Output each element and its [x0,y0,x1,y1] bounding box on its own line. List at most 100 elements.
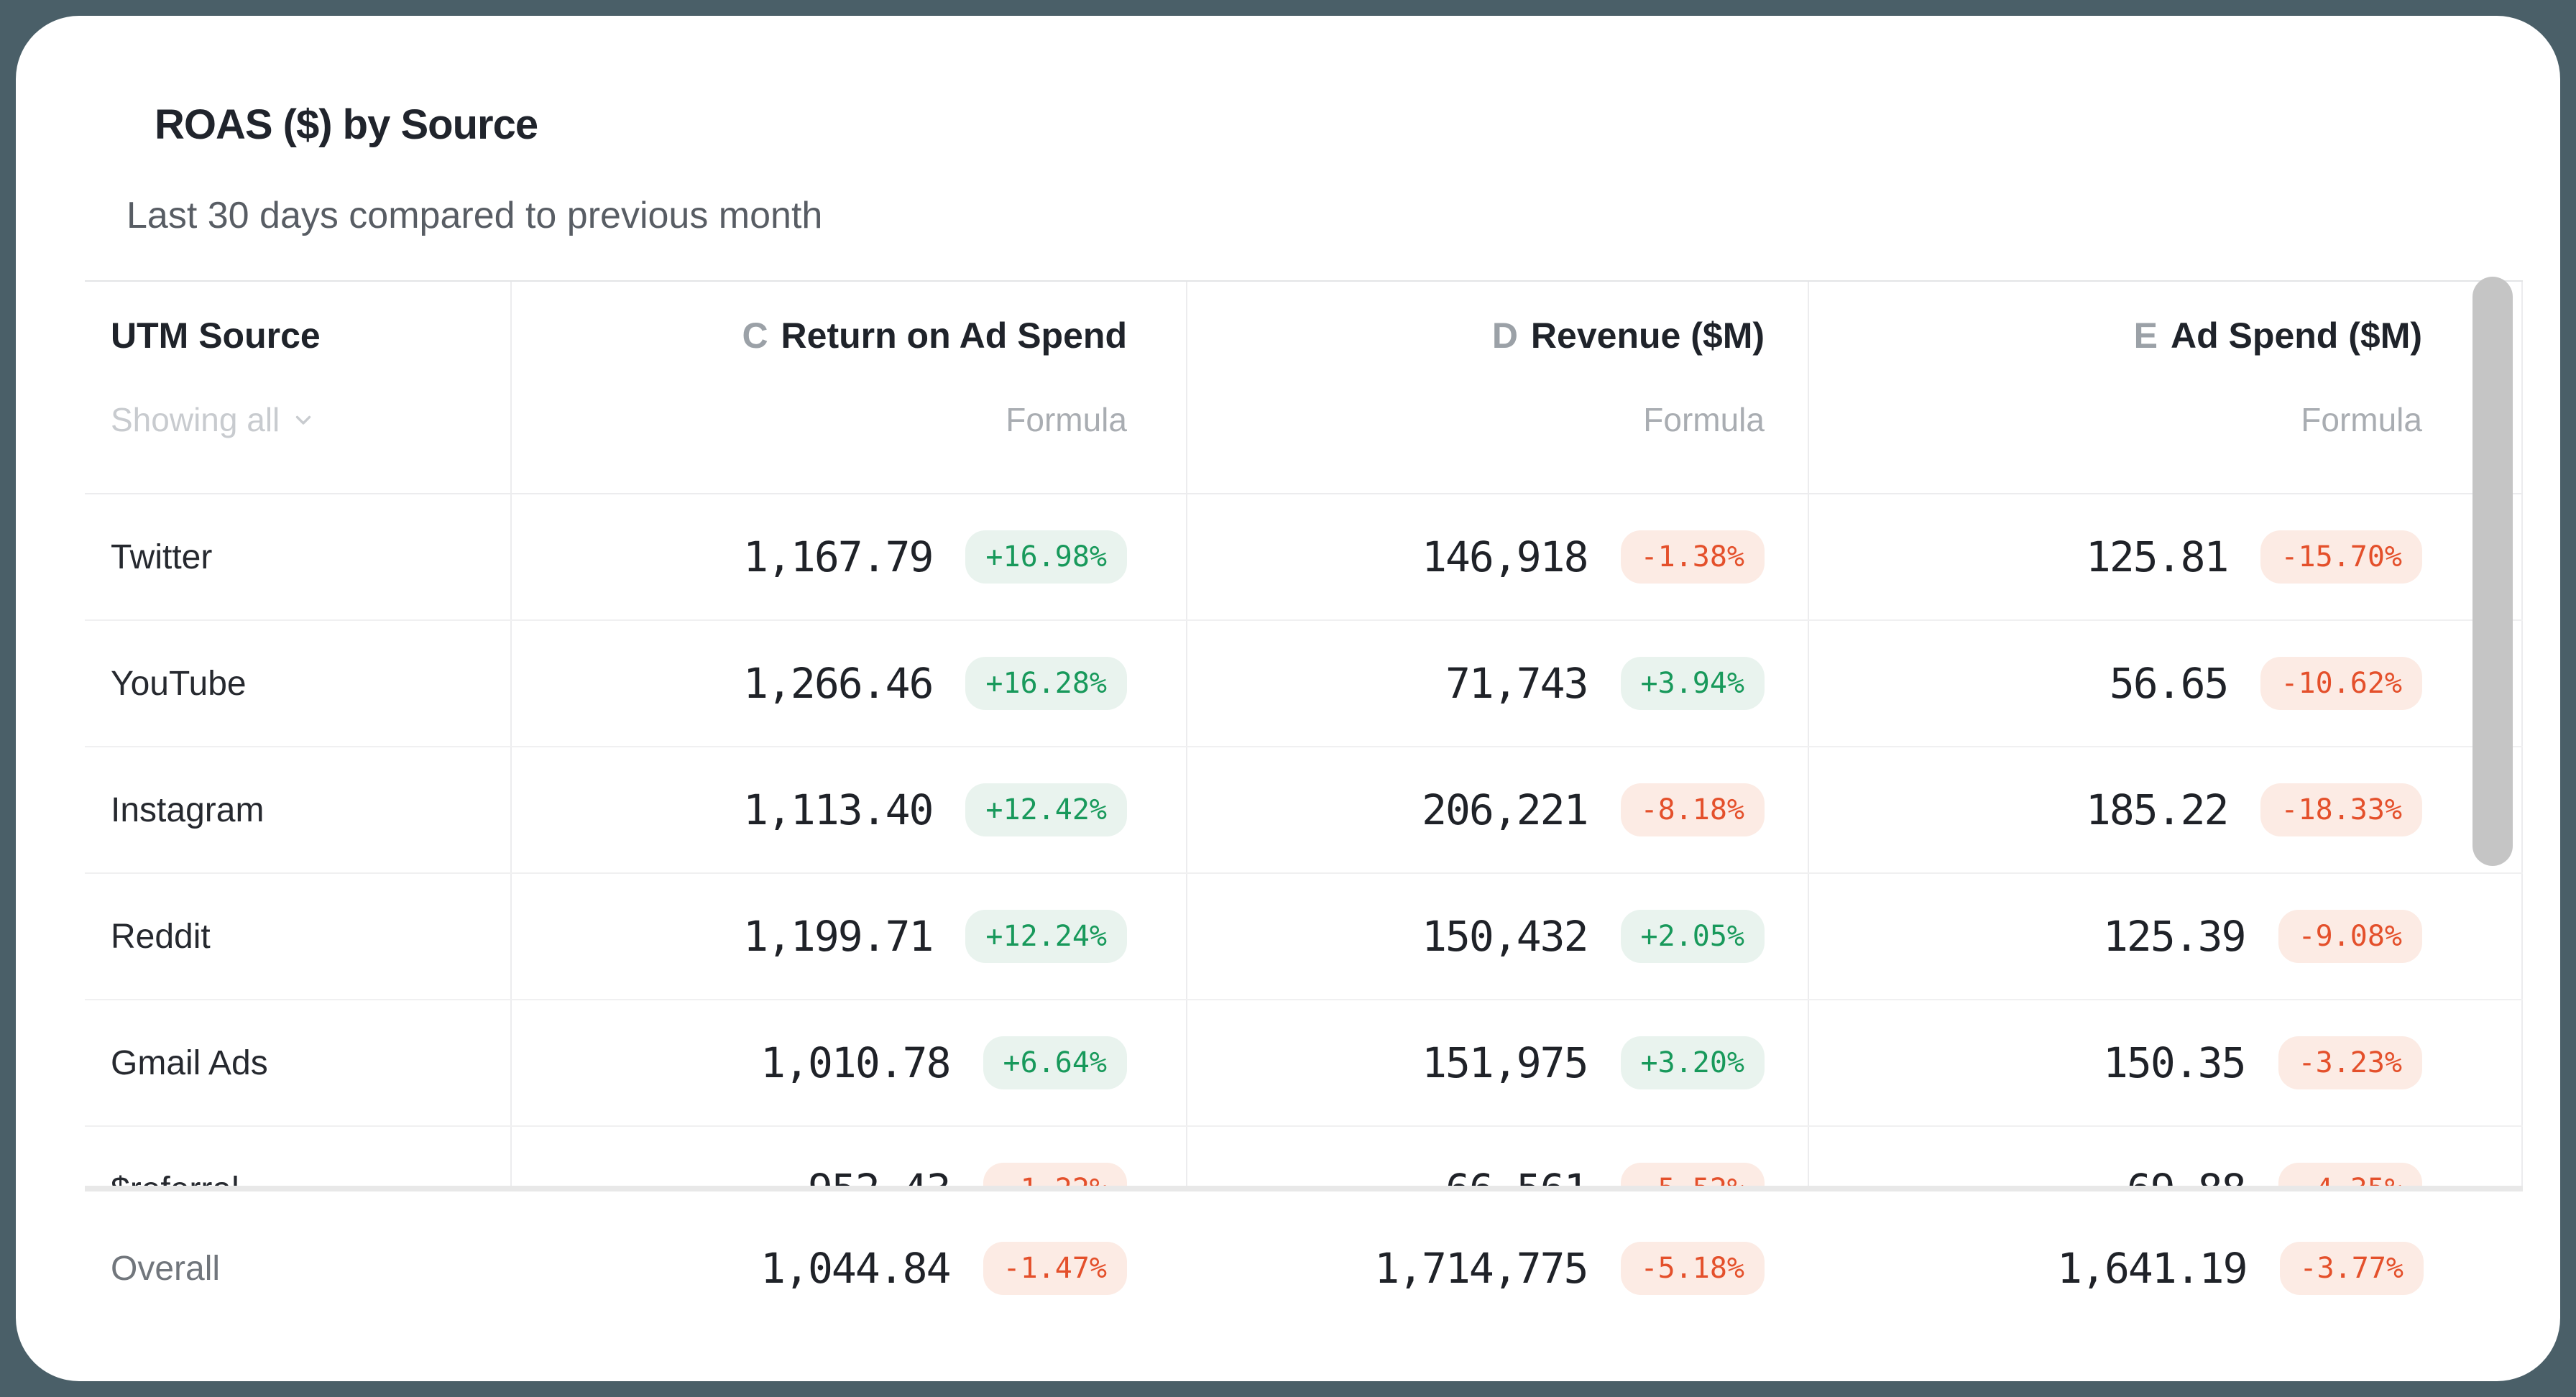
column-formula-label: Formula [1643,401,1765,438]
metric-value: 125.39 [2102,912,2247,961]
table-body: Twitter 1,167.79 +16.98% 146,918 -1.38% … [85,494,2523,1186]
metric-cell-roas: 1,199.71 +12.24% [510,874,1186,999]
table-row: Reddit 1,199.71 +12.24% 150,432 +2.05% 1… [85,874,2523,1000]
metric-cell-revenue: 66,561 -5.52% [1186,1127,1808,1186]
delta-badge: -3.23% [2278,1036,2422,1089]
delta-badge: -5.18% [1620,1242,1765,1295]
column-formula-label: Formula [1006,401,1127,438]
delta-badge: +12.42% [965,783,1127,836]
delta-badge: -18.33% [2260,783,2422,836]
column-letter: D [1491,315,1518,356]
metric-cell-roas: 1,113.40 +12.42% [510,747,1186,872]
metric-value: 56.65 [2109,659,2230,708]
chevron-down-icon [291,407,316,432]
metric-cell-revenue: 146,918 -1.38% [1186,494,1808,619]
metric-value: 1,714,775 [1374,1244,1588,1293]
roas-table: UTM Source Showing all C Return on Ad Spe… [85,280,2523,1335]
metric-cell-roas: 1,167.79 +16.98% [510,494,1186,619]
column-formula-label: Formula [2301,401,2422,438]
metric-cell-revenue: 206,221 -8.18% [1186,747,1808,872]
metric-cell-adspend: 1,641.19 -3.77% [1808,1202,2523,1335]
source-cell: $referral [85,1127,510,1186]
metric-cell-adspend: 69.88 -4.35% [1808,1127,2523,1186]
metric-value: 66,561 [1445,1165,1589,1186]
metric-value: 952.43 [808,1165,952,1186]
metric-value: 1,113.40 [743,785,934,834]
table-row: $referral 952.43 -1.22% 66,561 -5.52% 69… [85,1127,2523,1186]
roas-card: ROAS ($) by Source Last 30 days compared… [16,16,2560,1381]
metric-cell-roas: 1,044.84 -1.47% [510,1202,1186,1335]
delta-badge: -15.70% [2260,530,2422,584]
delta-badge: +12.24% [965,910,1127,963]
metric-value: 185.22 [2085,785,2230,834]
metric-value: 1,167.79 [743,532,934,581]
delta-badge: -9.08% [2278,910,2422,963]
column-letter: C [742,315,768,356]
delta-badge: -1.47% [983,1242,1127,1295]
delta-badge: -8.18% [1620,783,1765,836]
table-footer-row: Overall 1,044.84 -1.47% 1,714,775 -5.18%… [85,1191,2523,1335]
source-filter-label: Showing all [111,401,280,438]
column-label: E Ad Spend ($M) [2133,315,2422,356]
column-letter: E [2133,315,2158,356]
metric-cell-adspend: 125.81 -15.70% [1808,494,2523,619]
source-cell: YouTube [111,664,247,703]
metric-value: 1,641.19 [2057,1244,2248,1293]
metric-value: 125.81 [2085,532,2230,581]
column-header-revenue: D Revenue ($M) Formula [1186,282,1808,493]
table-row: YouTube 1,266.46 +16.28% 71,743 +3.94% 5… [85,621,2523,747]
delta-badge: -10.62% [2260,657,2422,710]
source-cell: Reddit [111,917,211,956]
column-header-roas: C Return on Ad Spend Formula [510,282,1186,493]
metric-value: 1,199.71 [743,912,934,961]
column-header-adspend: E Ad Spend ($M) Formula [1808,282,2523,493]
delta-badge: -4.35% [2278,1163,2422,1186]
metric-value: 151,975 [1422,1038,1588,1087]
delta-badge: +16.28% [965,657,1127,710]
metric-value: 206,221 [1422,785,1588,834]
metric-cell-revenue: 150,432 +2.05% [1186,874,1808,999]
metric-cell-adspend: 150.35 -3.23% [1808,1000,2523,1125]
table-header: UTM Source Showing all C Return on Ad Spe… [85,280,2523,494]
delta-badge: -1.22% [983,1163,1127,1186]
metric-cell-roas: 1,266.46 +16.28% [510,621,1186,746]
metric-value: 1,010.78 [760,1038,951,1087]
delta-badge: +3.94% [1620,657,1765,710]
metric-cell-adspend: 185.22 -18.33% [1808,747,2523,872]
source-cell: Overall [111,1249,221,1288]
source-cell: Instagram [111,790,264,829]
card-title: ROAS ($) by Source [155,101,538,148]
table-footer: Overall 1,044.84 -1.47% 1,714,775 -5.18%… [85,1186,2523,1335]
delta-badge: -5.52% [1620,1163,1765,1186]
metric-cell-roas: 952.43 -1.22% [510,1127,1186,1186]
vertical-scrollbar[interactable] [2472,277,2513,866]
metric-cell-revenue: 151,975 +3.20% [1186,1000,1808,1125]
metric-value: 150,432 [1422,912,1588,961]
metric-cell-roas: 1,010.78 +6.64% [510,1000,1186,1125]
metric-cell-adspend: 56.65 -10.62% [1808,621,2523,746]
delta-badge: +16.98% [965,530,1127,584]
metric-value: 146,918 [1422,532,1588,581]
table-row: Gmail Ads 1,010.78 +6.64% 151,975 +3.20%… [85,1000,2523,1127]
column-label: D Revenue ($M) [1491,315,1765,356]
delta-badge: +3.20% [1620,1036,1765,1089]
source-cell: Gmail Ads [111,1043,268,1082]
table-row: Instagram 1,113.40 +12.42% 206,221 -8.18… [85,747,2523,874]
column-label: C Return on Ad Spend [742,315,1127,356]
metric-value: 71,743 [1445,659,1589,708]
card-subtitle: Last 30 days compared to previous month [126,195,823,236]
source-filter-dropdown[interactable]: Showing all [111,401,316,438]
delta-badge: +2.05% [1620,910,1765,963]
metric-value: 150.35 [2102,1038,2247,1087]
column-label: UTM Source [111,315,321,356]
delta-badge: +6.64% [983,1036,1127,1089]
metric-value: 1,044.84 [760,1244,951,1293]
metric-cell-revenue: 71,743 +3.94% [1186,621,1808,746]
delta-badge: -1.38% [1620,530,1765,584]
metric-cell-adspend: 125.39 -9.08% [1808,874,2523,999]
metric-cell-revenue: 1,714,775 -5.18% [1186,1202,1808,1335]
table-row: Twitter 1,167.79 +16.98% 146,918 -1.38% … [85,494,2523,621]
metric-value: 1,266.46 [743,659,934,708]
metric-value: 69.88 [2127,1165,2247,1186]
source-cell: Twitter [111,538,213,576]
